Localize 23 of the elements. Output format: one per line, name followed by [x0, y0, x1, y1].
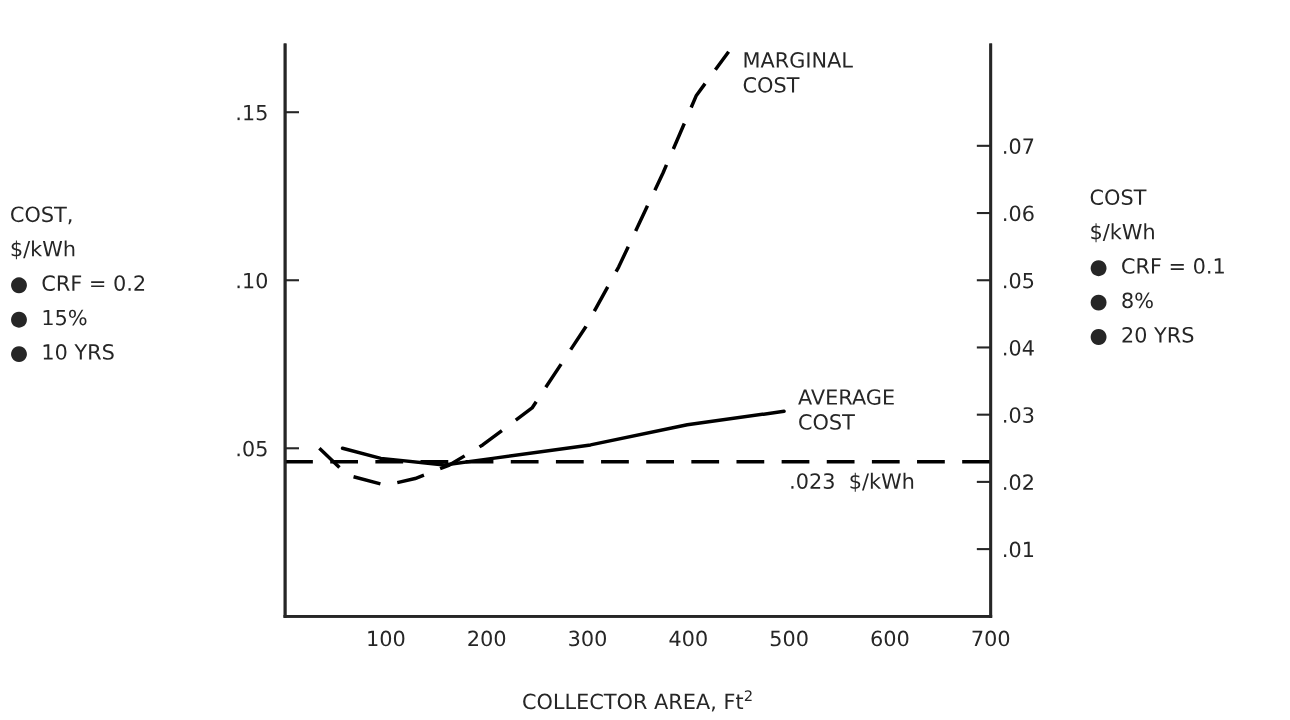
y2-tick-label: .01 [1004, 541, 1034, 558]
y2-tick-label: .02 [1004, 474, 1033, 491]
x-axis-title: COLLECTOR AREA, Ft$^{2}$ [523, 690, 752, 712]
series-label: MARGINAL COST [743, 52, 853, 93]
y2-tick-label: .03 [1004, 407, 1034, 423]
y-tick-label: .10 [237, 272, 268, 289]
x-tick-label: 500 [770, 630, 808, 647]
y-axis-title: COST, $/kWh ● CRF = 0.2 ● 15% ● 10 YRS [11, 206, 145, 363]
y-tick-label: .15 [237, 104, 267, 121]
x-tick-label: 200 [468, 630, 506, 647]
series-label: AVERAGE COST [798, 389, 894, 430]
x-tick-label: 400 [669, 630, 707, 647]
x-tick-label: 700 [972, 630, 1010, 647]
ref-line-label: .023 $/kWh [791, 472, 914, 492]
y2-tick-label: .05 [1004, 272, 1034, 289]
x-tick-label: 300 [569, 630, 606, 647]
y2-tick-label: .04 [1004, 339, 1034, 356]
x-tick-label: 600 [871, 630, 909, 647]
y-tick-label: .05 [237, 440, 267, 457]
y2-tick-label: .07 [1004, 138, 1034, 155]
x-tick-label: 100 [368, 630, 405, 647]
y2-tick-label: .06 [1004, 205, 1034, 222]
y2-axis-title: COST $/kWh ● CRF = 0.1 ● 8% ● 20 YRS [1090, 189, 1224, 345]
